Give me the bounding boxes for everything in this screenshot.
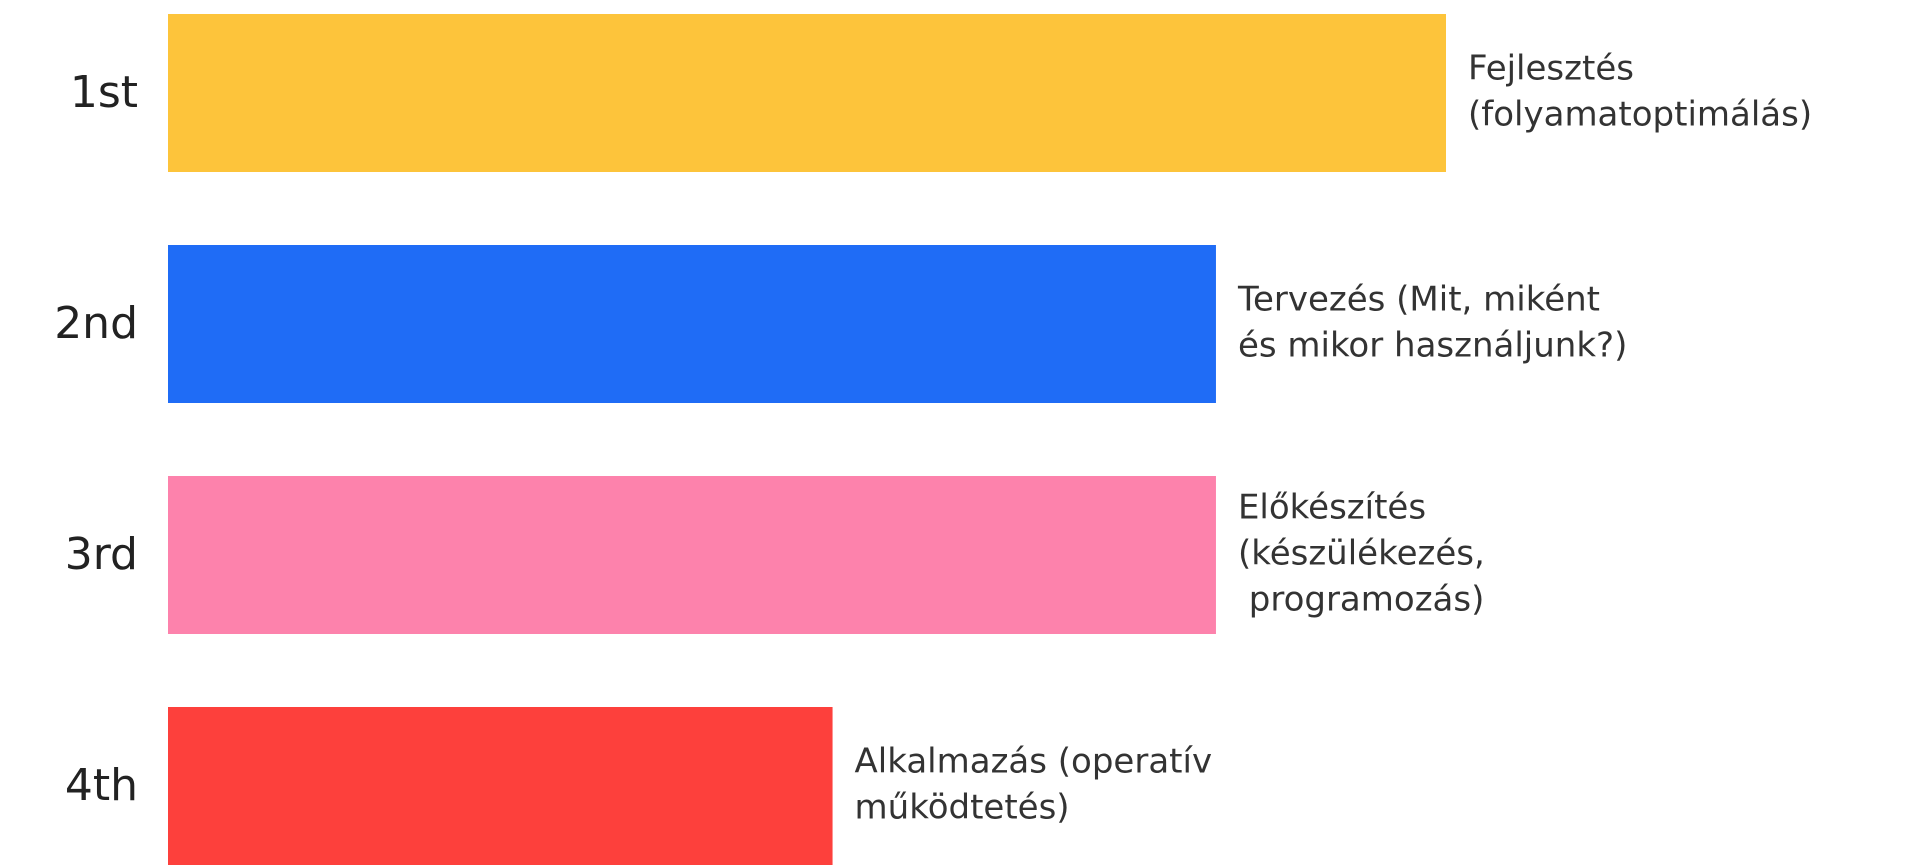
rank-label: 1st bbox=[70, 67, 138, 118]
rank-label: 4th bbox=[65, 760, 138, 811]
bar-label: működtetés) bbox=[855, 788, 1070, 828]
bar bbox=[168, 707, 833, 865]
bar-label: Alkalmazás (operatív bbox=[855, 742, 1213, 782]
bar-label: (készülékezés, bbox=[1238, 534, 1485, 574]
bar bbox=[168, 14, 1446, 172]
rank-label: 2nd bbox=[54, 298, 138, 349]
rank-label: 3rd bbox=[65, 529, 138, 580]
bar-label: és mikor használjunk?) bbox=[1238, 326, 1627, 366]
bar bbox=[168, 245, 1216, 403]
bar-label: programozás) bbox=[1238, 580, 1484, 620]
bar bbox=[168, 476, 1216, 634]
bar-label: (folyamatoptimálás) bbox=[1468, 95, 1812, 135]
bar-label: Előkészítés bbox=[1238, 488, 1426, 528]
bar-label: Fejlesztés bbox=[1468, 49, 1634, 89]
bar-label: Tervezés (Mit, miként bbox=[1237, 280, 1600, 320]
